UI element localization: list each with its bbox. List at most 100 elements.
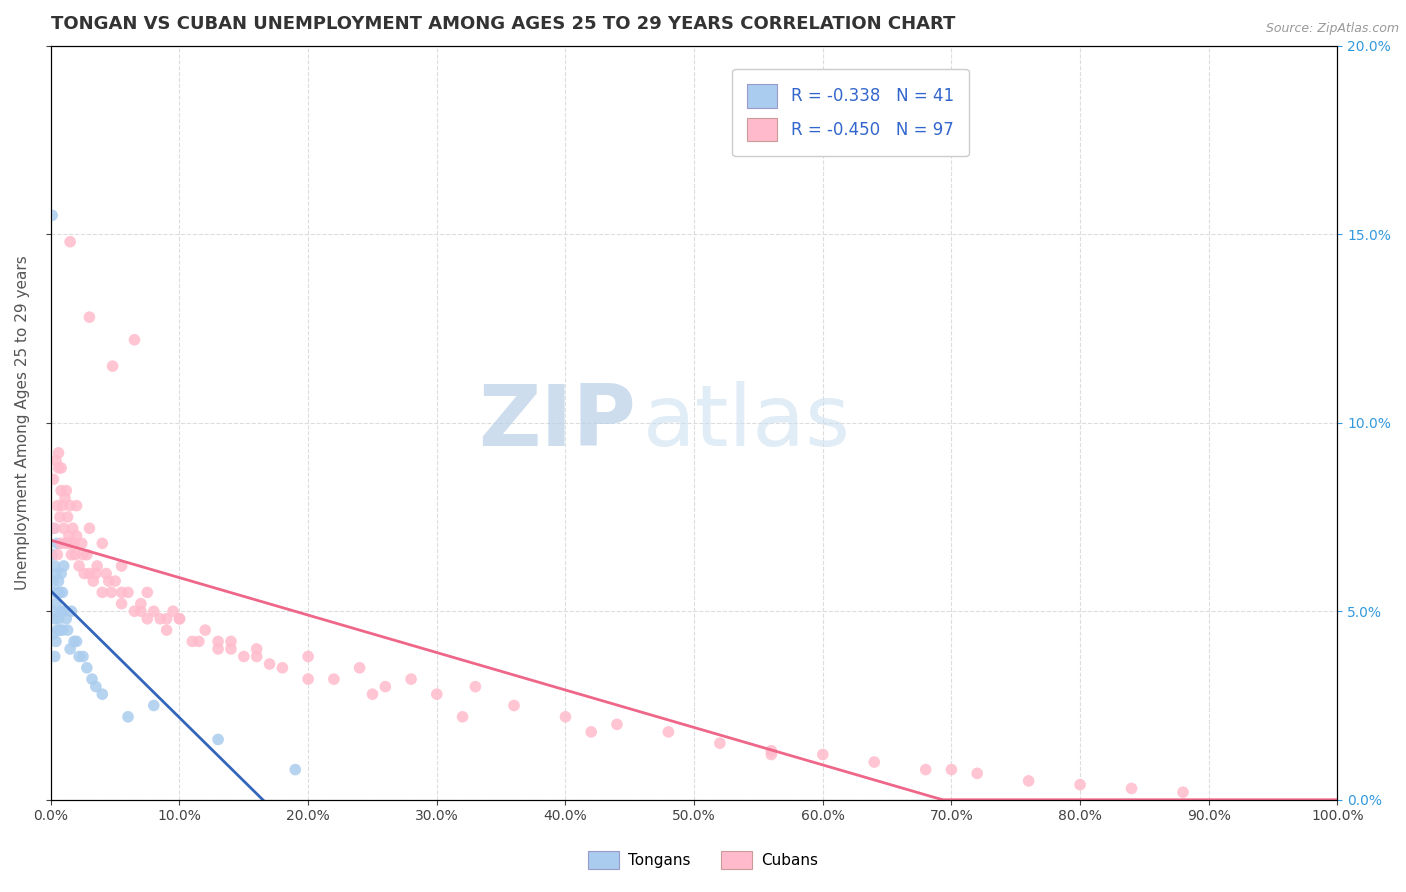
Point — [44, 521, 66, 535]
Point — [51, 585, 73, 599]
Point — [104, 574, 127, 588]
Point — [56, 510, 79, 524]
Point — [65, 499, 87, 513]
Point — [58, 529, 80, 543]
Point — [46, 548, 69, 562]
Point — [207, 634, 229, 648]
Point — [207, 642, 229, 657]
Point — [117, 585, 139, 599]
Point — [70, 536, 93, 550]
Point — [129, 597, 152, 611]
Point — [49, 566, 72, 581]
Point — [96, 566, 118, 581]
Point — [42, 472, 65, 486]
Point — [59, 499, 82, 513]
Point — [79, 310, 101, 325]
Point — [65, 634, 87, 648]
Point — [709, 736, 731, 750]
Point — [451, 710, 474, 724]
Point — [46, 623, 69, 637]
Point — [41, 548, 63, 562]
Point — [966, 766, 988, 780]
Point — [48, 446, 70, 460]
Point — [259, 657, 281, 671]
Point — [271, 661, 294, 675]
Point — [426, 687, 449, 701]
Point — [129, 604, 152, 618]
Point — [100, 585, 122, 599]
Point — [284, 763, 307, 777]
Point — [60, 604, 83, 618]
Point — [52, 604, 75, 618]
Point — [91, 687, 114, 701]
Point — [46, 536, 69, 550]
Point — [761, 747, 783, 762]
Point — [187, 634, 209, 648]
Point — [142, 604, 165, 618]
Point — [361, 687, 384, 701]
Point — [86, 559, 108, 574]
Point — [79, 521, 101, 535]
Point — [49, 483, 72, 498]
Point — [1018, 773, 1040, 788]
Text: TONGAN VS CUBAN UNEMPLOYMENT AMONG AGES 25 TO 29 YEARS CORRELATION CHART: TONGAN VS CUBAN UNEMPLOYMENT AMONG AGES … — [51, 15, 955, 33]
Point — [42, 521, 65, 535]
Point — [76, 548, 98, 562]
Point — [246, 649, 269, 664]
Point — [136, 585, 159, 599]
Point — [51, 499, 73, 513]
Point — [80, 672, 103, 686]
Point — [136, 612, 159, 626]
Point — [349, 661, 371, 675]
Point — [84, 566, 107, 581]
Point — [1171, 785, 1194, 799]
Point — [181, 634, 204, 648]
Point — [579, 725, 602, 739]
Point — [73, 566, 96, 581]
Point — [49, 536, 72, 550]
Point — [110, 559, 132, 574]
Point — [67, 649, 90, 664]
Point — [63, 634, 86, 648]
Point — [42, 627, 65, 641]
Point — [91, 585, 114, 599]
Point — [124, 604, 146, 618]
Y-axis label: Unemployment Among Ages 25 to 29 years: Unemployment Among Ages 25 to 29 years — [15, 255, 30, 591]
Text: atlas: atlas — [643, 381, 851, 464]
Point — [1121, 781, 1143, 796]
Point — [142, 698, 165, 713]
Point — [162, 604, 184, 618]
Point — [941, 763, 963, 777]
Point — [48, 612, 70, 626]
Point — [149, 612, 172, 626]
Point — [110, 585, 132, 599]
Point — [53, 491, 76, 505]
Point — [503, 698, 526, 713]
Point — [44, 559, 66, 574]
Point — [60, 548, 83, 562]
Point — [232, 649, 254, 664]
Point — [82, 574, 104, 588]
Point — [84, 680, 107, 694]
Point — [914, 763, 936, 777]
Point — [51, 623, 73, 637]
Point — [194, 623, 217, 637]
Point — [863, 755, 886, 769]
Point — [79, 566, 101, 581]
Point — [156, 623, 179, 637]
Point — [374, 680, 396, 694]
Point — [41, 208, 63, 222]
Point — [110, 597, 132, 611]
Point — [322, 672, 344, 686]
Text: ZIP: ZIP — [478, 381, 637, 464]
Point — [117, 710, 139, 724]
Point — [56, 623, 79, 637]
Point — [48, 574, 70, 588]
Point — [59, 536, 82, 550]
Point — [65, 529, 87, 543]
Point — [464, 680, 486, 694]
Point — [124, 333, 146, 347]
Point — [72, 649, 94, 664]
Legend: Tongans, Cubans: Tongans, Cubans — [582, 845, 824, 875]
Point — [49, 510, 72, 524]
